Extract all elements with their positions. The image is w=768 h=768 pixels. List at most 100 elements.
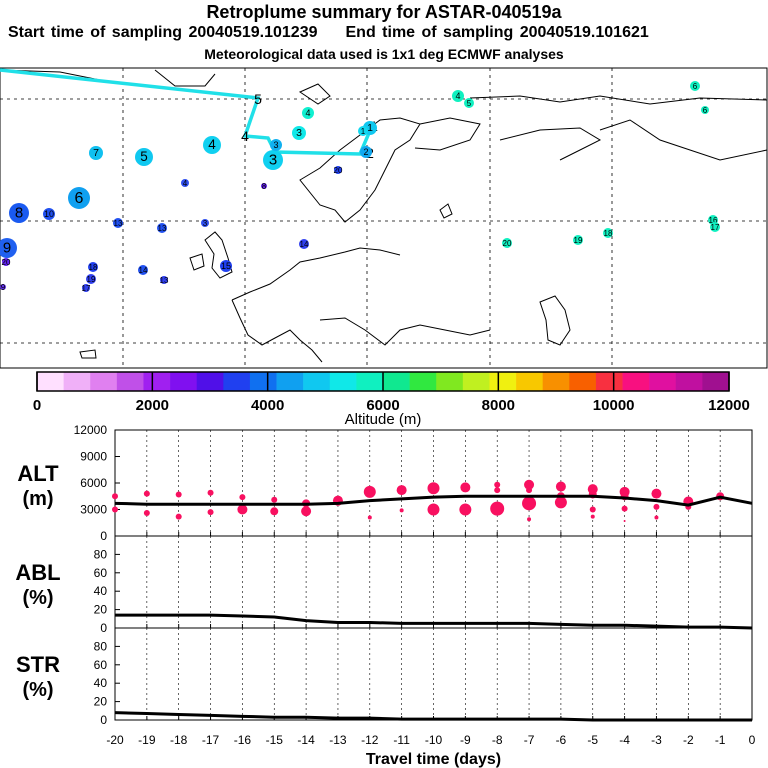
- altitude-sample-point: [143, 490, 150, 497]
- plume-cluster-label: 5: [140, 149, 148, 164]
- plume-cluster-label: 19: [574, 236, 583, 245]
- colorbar-swatch: [170, 372, 197, 391]
- colorbar-swatch: [489, 372, 517, 391]
- plume-cluster-label: 4: [455, 91, 460, 101]
- panel-ylabel: STR: [16, 652, 60, 677]
- plume-cluster-label: 17: [711, 223, 720, 232]
- colorbar-swatch: [329, 372, 357, 391]
- altitude-sample-point: [653, 503, 660, 510]
- plume-cluster-marker: [690, 81, 700, 91]
- plume-cluster-marker: [270, 139, 282, 151]
- colorbar-swatch: [143, 372, 171, 391]
- y-tick-label: 40: [94, 676, 108, 690]
- plume-cluster-label: 6: [703, 106, 708, 115]
- plume-cluster-label: 10: [44, 209, 54, 219]
- met-data-note: Meteorological data used is 1x1 deg ECMW…: [204, 46, 564, 62]
- trajectory-label: 5: [254, 91, 262, 107]
- map-gridlines: [0, 68, 767, 368]
- plume-cluster-label: 2: [363, 147, 368, 157]
- plume-cluster-label: 3: [203, 219, 208, 228]
- coast-svalbard: [298, 83, 331, 105]
- colorbar-swatch: [37, 372, 64, 391]
- altitude-sample-point: [301, 506, 312, 517]
- colorbar-swatch: [276, 372, 304, 391]
- time-series-panels: 030006000900012000ALT(m)020406080ABL(%)0…: [15, 423, 755, 768]
- coast-siberia: [599, 119, 768, 161]
- y-tick-label: 20: [94, 603, 108, 617]
- y-tick-label: 0: [100, 713, 107, 727]
- altitude-sample-point: [396, 485, 407, 496]
- x-tick-label: -16: [234, 733, 252, 747]
- colorbar-tick-label: 4000: [251, 397, 284, 414]
- plume-cluster-marker: [0, 284, 6, 290]
- plume-cluster-label: 3: [296, 127, 302, 139]
- altitude-sample-point: [367, 515, 372, 520]
- altitude-sample-point: [270, 507, 279, 516]
- plume-cluster-label: 1: [361, 127, 366, 136]
- colorbar-tick-label: 6000: [366, 397, 399, 414]
- altitude-sample-point: [175, 513, 182, 520]
- sampling-times: Start time of sampling 20040519.101239 En…: [8, 24, 649, 42]
- altitude-sample-point: [399, 508, 404, 513]
- altitude-sample-point: [207, 489, 214, 496]
- plume-cluster-marker: [86, 274, 96, 284]
- colorbar-swatch: [675, 372, 703, 391]
- plume-cluster-label: 3: [269, 152, 277, 169]
- y-tick-label: 12000: [74, 423, 108, 437]
- plume-cluster-label: 9: [1, 283, 6, 292]
- x-tick-label: -4: [619, 733, 630, 747]
- plume-cluster-marker: [113, 218, 123, 228]
- colorbar-swatch: [356, 372, 384, 391]
- y-tick-label: 0: [100, 621, 107, 635]
- coast-iceland: [154, 69, 216, 87]
- altitude-sample-point: [460, 482, 471, 493]
- altitude-sample-point: [494, 481, 501, 488]
- x-tick-label: 0: [749, 733, 756, 747]
- panel-yunit: (%): [22, 587, 53, 609]
- series-line: [115, 613, 753, 630]
- coast-lake: [439, 203, 453, 219]
- plume-cluster-marker: [203, 136, 221, 154]
- colorbar-axis-label: Altitude (m): [345, 411, 422, 428]
- colorbar-tick-label: 10000: [593, 397, 635, 414]
- x-tick-label: -8: [492, 733, 503, 747]
- plume-cluster-marker: [292, 126, 306, 140]
- colorbar-swatch: [595, 372, 623, 391]
- x-tick-label: -14: [297, 733, 315, 747]
- plume-cluster-label: 18: [604, 229, 613, 238]
- plume-cluster-label: 6: [693, 82, 698, 91]
- plume-cluster-marker: [0, 238, 17, 258]
- plume-cluster-marker: [464, 98, 474, 108]
- x-axis-label: Travel time (days): [366, 751, 501, 768]
- x-tick-label: -2: [683, 733, 694, 747]
- panel-ylabel: ABL: [15, 560, 60, 585]
- plume-cluster-marker: [299, 239, 309, 249]
- y-tick-label: 40: [94, 584, 108, 598]
- plume-cluster-label: 8: [262, 182, 267, 191]
- colorbar-swatch: [622, 372, 650, 391]
- mean-trajectory-line: [0, 68, 374, 156]
- altitude-sample-point: [112, 506, 118, 513]
- altitude-sample-point: [237, 504, 248, 515]
- plume-cluster-label: 5: [467, 99, 472, 108]
- colorbar-swatch: [542, 372, 570, 391]
- y-tick-label: 9000: [80, 450, 107, 464]
- plume-cluster-label: 16: [709, 216, 718, 225]
- altitude-sample-point: [623, 519, 626, 522]
- plume-cluster-label: 4: [208, 137, 216, 152]
- plume-cluster-marker: [452, 90, 464, 102]
- x-tick-label: -12: [361, 733, 379, 747]
- altitude-sample-point: [590, 514, 595, 519]
- altitude-sample-point: [112, 493, 118, 500]
- colorbar-tick-label: 2000: [136, 397, 169, 414]
- altitude-sample-point: [589, 506, 596, 513]
- y-tick-label: 80: [94, 547, 108, 561]
- plume-cluster-label: 13: [114, 219, 123, 228]
- y-tick-label: 6000: [80, 476, 107, 490]
- colorbar-swatch: [436, 372, 464, 391]
- colorbar-tick-label: 8000: [482, 397, 515, 414]
- colorbar-tick-label: 0: [33, 397, 41, 414]
- coast-scandinavia: [299, 117, 421, 223]
- altitude-sample-point: [427, 482, 440, 495]
